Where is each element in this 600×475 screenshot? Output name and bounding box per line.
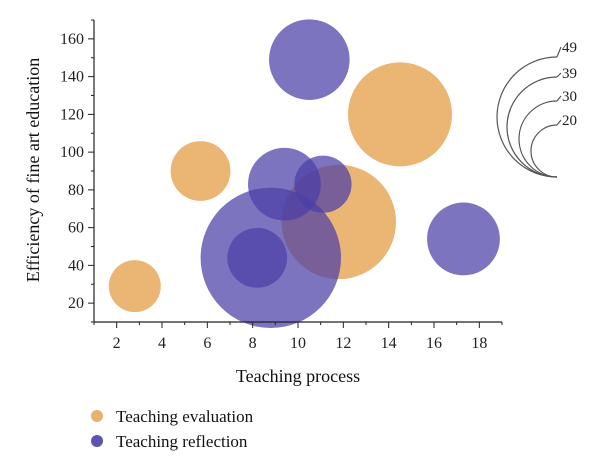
x-tick-label: 12 [335, 335, 351, 352]
size-legend-arc [530, 124, 558, 178]
size-legend: 49 39 30 20 [496, 40, 577, 178]
y-tick-label: 60 [68, 220, 84, 237]
legend-marker-2 [91, 435, 103, 447]
size-legend-leader [556, 95, 562, 102]
series-legend: Teaching evaluation Teaching reflection [91, 407, 254, 451]
size-legend-leader [556, 46, 562, 58]
y-tick-label: 40 [68, 257, 84, 274]
reflection-bubble-6 [427, 202, 500, 276]
reflection-bubble-5 [227, 227, 288, 288]
x-tick-label: 16 [426, 335, 442, 352]
x-tick-label: 4 [158, 335, 166, 352]
x-tick-label: 8 [249, 335, 257, 352]
size-legend-label: 30 [562, 89, 577, 105]
x-tick-label: 2 [113, 335, 121, 352]
y-tick-label: 80 [68, 182, 84, 199]
size-legend-leader [556, 72, 562, 78]
evaluation-bubble-1 [108, 260, 161, 313]
x-axis-label: Teaching process [236, 366, 360, 386]
size-legend-label: 49 [562, 40, 577, 56]
size-legend-arc [518, 100, 558, 178]
x-tick-label: 14 [381, 335, 397, 352]
x-tick-label: 6 [203, 335, 211, 352]
size-legend-label: 39 [562, 66, 577, 82]
size-legend-arc [506, 76, 558, 178]
axes: 2 4 6 8 10 12 14 16 18 20 40 60 80 100 120 140 160 [60, 19, 503, 352]
y-tick-label: 140 [60, 69, 84, 86]
evaluation-bubble-4 [348, 62, 452, 167]
y-tick-label: 160 [60, 31, 84, 48]
size-legend-arc [496, 56, 558, 178]
legend-marker-1 [91, 410, 103, 422]
y-tick-label: 120 [60, 106, 84, 123]
y-tick-label: 100 [60, 144, 84, 161]
reflection-bubble-3 [294, 155, 352, 213]
size-legend-label: 20 [562, 113, 577, 129]
evaluation-bubble-2 [170, 141, 231, 201]
legend-label-2: Teaching reflection [116, 432, 248, 451]
reflection-bubble-1 [269, 19, 350, 100]
y-axis-label: Efficiency of fine art education [23, 58, 43, 283]
legend-label-1: Teaching evaluation [116, 407, 254, 426]
x-tick-label: 18 [471, 335, 487, 352]
y-tick-label: 20 [68, 295, 84, 312]
x-tick-label: 10 [290, 335, 306, 352]
size-legend-leader [556, 119, 562, 126]
bubble-layer [108, 19, 500, 329]
